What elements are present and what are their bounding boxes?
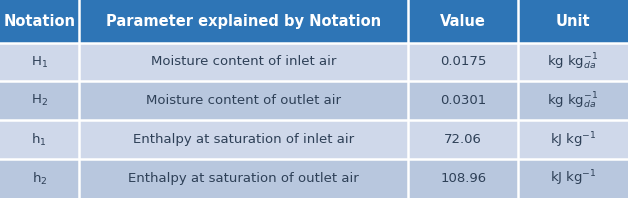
Text: 0.0175: 0.0175 — [440, 55, 486, 69]
Bar — [408, 81, 518, 120]
Bar — [0, 0, 78, 43]
Text: Moisture content of outlet air: Moisture content of outlet air — [146, 94, 341, 107]
Text: H$_1$: H$_1$ — [31, 54, 48, 69]
Text: 108.96: 108.96 — [440, 172, 486, 185]
Text: 0.0301: 0.0301 — [440, 94, 486, 107]
Bar — [518, 81, 628, 120]
Text: kg kg$_{da}^{-1}$: kg kg$_{da}^{-1}$ — [548, 91, 598, 111]
Text: kg kg$_{da}^{-1}$: kg kg$_{da}^{-1}$ — [548, 52, 598, 72]
Text: Enthalpy at saturation of inlet air: Enthalpy at saturation of inlet air — [133, 133, 354, 146]
Bar — [78, 120, 408, 159]
Text: Moisture content of inlet air: Moisture content of inlet air — [151, 55, 336, 69]
Bar — [408, 0, 518, 43]
Text: Parameter explained by Notation: Parameter explained by Notation — [106, 14, 381, 29]
Bar — [78, 81, 408, 120]
Text: Enthalpy at saturation of outlet air: Enthalpy at saturation of outlet air — [128, 172, 359, 185]
Bar — [78, 0, 408, 43]
Text: kJ kg$^{-1}$: kJ kg$^{-1}$ — [550, 169, 597, 188]
Bar — [408, 120, 518, 159]
Bar — [518, 0, 628, 43]
Bar — [408, 159, 518, 198]
Text: kJ kg$^{-1}$: kJ kg$^{-1}$ — [550, 130, 597, 149]
Bar — [518, 159, 628, 198]
Text: H$_2$: H$_2$ — [31, 93, 48, 109]
Bar — [78, 43, 408, 81]
Bar — [0, 43, 78, 81]
Text: Notation: Notation — [3, 14, 75, 29]
Bar — [408, 43, 518, 81]
Text: h$_1$: h$_1$ — [31, 132, 47, 148]
Text: 72.06: 72.06 — [444, 133, 482, 146]
Text: h$_2$: h$_2$ — [31, 170, 47, 187]
Bar — [0, 120, 78, 159]
Bar — [78, 159, 408, 198]
Bar — [518, 120, 628, 159]
Bar — [518, 43, 628, 81]
Bar — [0, 159, 78, 198]
Text: Value: Value — [440, 14, 486, 29]
Text: Unit: Unit — [556, 14, 590, 29]
Bar — [0, 81, 78, 120]
